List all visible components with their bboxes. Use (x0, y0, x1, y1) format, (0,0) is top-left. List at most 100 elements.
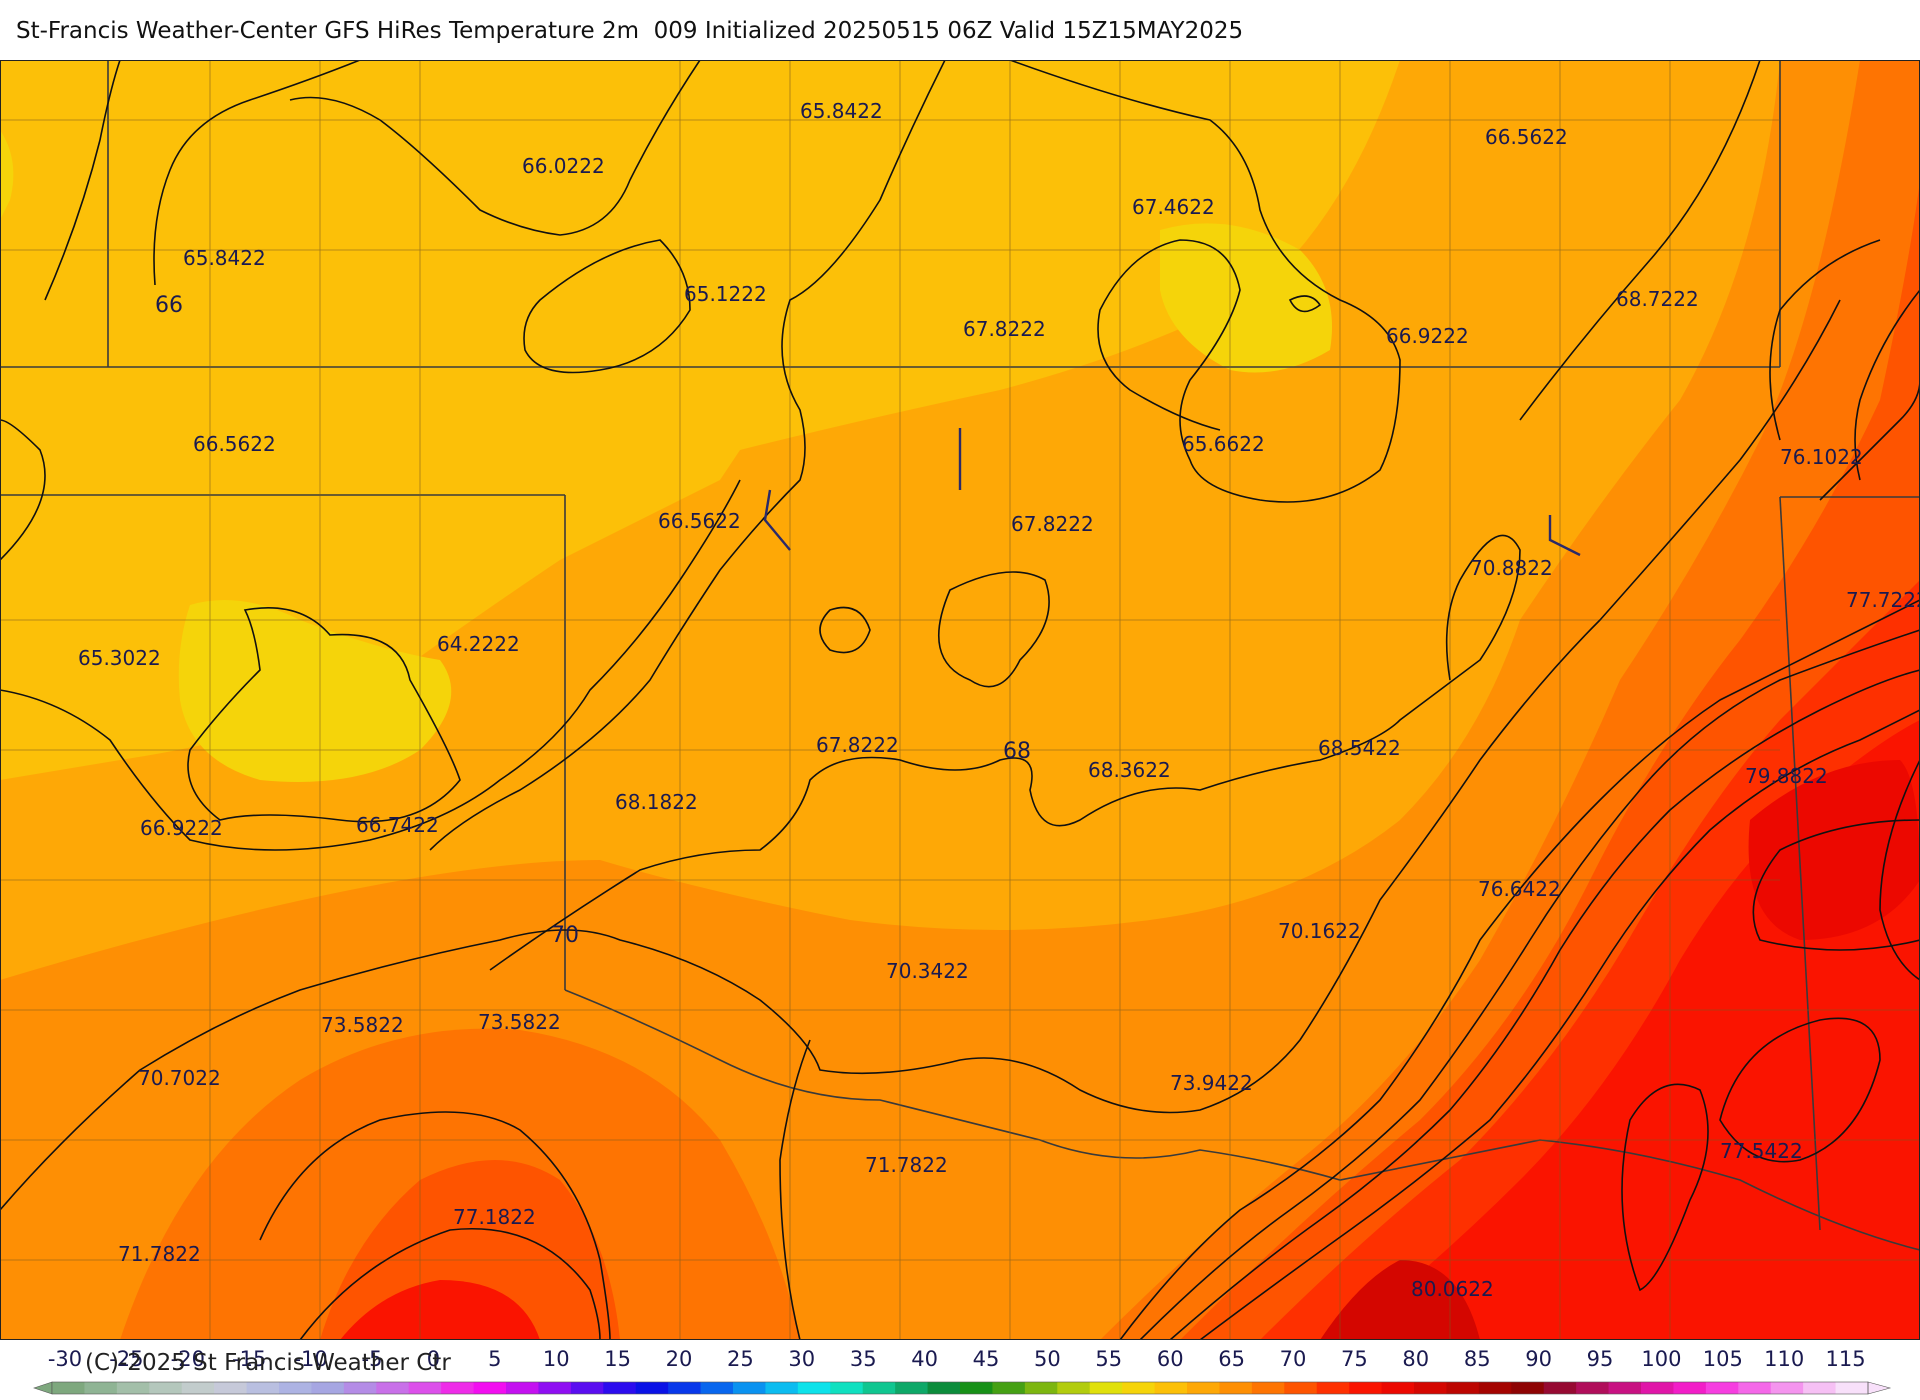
point-label: 70.1622 (1278, 919, 1361, 943)
point-label: 70.3422 (886, 959, 969, 983)
point-label: 65.3022 (78, 646, 161, 670)
point-label: 80.0622 (1411, 1277, 1494, 1301)
point-value-labels: 65.8422 66.5622 66.0222 67.4622 65.8422 … (78, 99, 1920, 1301)
point-label: 66.0222 (522, 154, 605, 178)
shade-lower-55c (0, 130, 14, 220)
colorbar-swatch (1251, 1382, 1285, 1394)
copyright-text: (C)-2025 St Francis Weather Ctr (85, 1350, 451, 1376)
colorbar-swatch (311, 1382, 345, 1394)
colorbar-swatch (1024, 1382, 1058, 1394)
colorbar-outline (51, 1381, 1869, 1395)
colorbar-swatch (246, 1382, 280, 1394)
point-label: 68.5422 (1318, 736, 1401, 760)
colorbar-tick-label: 20 (666, 1347, 693, 1371)
isotherm-contours (0, 60, 1920, 1340)
colorbar-swatch (1122, 1382, 1156, 1394)
point-label: 66.9222 (1386, 324, 1469, 348)
colorbar-swatch (116, 1382, 150, 1394)
colorbar-tick-label: 0 (427, 1347, 440, 1371)
colorbar-tick-label: 75 (1341, 1347, 1368, 1371)
colorbar-swatch (506, 1382, 539, 1394)
point-label: 67.8222 (1011, 512, 1094, 536)
point-label: 77.5422 (1720, 1139, 1803, 1163)
colorbar-swatch (1511, 1382, 1545, 1394)
colorbar-swatch (1446, 1382, 1480, 1394)
colorbar-swatch (181, 1382, 215, 1394)
colorbar-swatch (1316, 1382, 1350, 1394)
colorbar-tick-label: 115 (1826, 1347, 1866, 1371)
colorbar-swatch (1576, 1382, 1610, 1394)
contour-label: 70 (551, 923, 579, 948)
colorbar-swatch (895, 1382, 929, 1394)
colorbar-swatch (279, 1382, 312, 1394)
colorbar-swatch (1478, 1382, 1512, 1394)
point-label: 65.1222 (684, 282, 767, 306)
point-label: 76.1022 (1780, 445, 1863, 469)
colorbar-tick-label: 45 (973, 1347, 1000, 1371)
colorbar-tick-label: 35 (850, 1347, 877, 1371)
point-label: 66.9222 (140, 816, 223, 840)
colorbar-swatch (1187, 1382, 1220, 1394)
colorbar-tick-label: -30 (48, 1347, 82, 1371)
colorbar-swatch (1835, 1382, 1869, 1394)
contour-label: 68 (1003, 739, 1031, 764)
colorbar-swatch (797, 1382, 831, 1394)
colorbar-swatch (408, 1382, 442, 1394)
point-label: 73.5822 (321, 1013, 404, 1037)
colorbar-tick-label: 70 (1280, 1347, 1307, 1371)
point-label: 65.8422 (183, 246, 266, 270)
point-label: 73.9422 (1170, 1071, 1253, 1095)
colorbar-swatch (927, 1382, 961, 1394)
point-label: 77.7222 (1846, 588, 1920, 612)
colorbar-swatch (635, 1382, 669, 1394)
colorbar-swatch (84, 1382, 118, 1394)
colorbar-swatch (700, 1382, 734, 1394)
colorbar-swatch (52, 1382, 85, 1394)
colorbar-swatch (1770, 1382, 1804, 1394)
point-label: 64.2222 (437, 632, 520, 656)
colorbar-swatch (473, 1382, 507, 1394)
colorbar-swatch (1349, 1382, 1383, 1394)
colorbar-swatch (1089, 1382, 1123, 1394)
county-lines (0, 60, 1920, 1340)
colorbar-swatch (1543, 1382, 1577, 1394)
point-label: 67.4622 (1132, 195, 1215, 219)
colorbar-swatch (149, 1382, 183, 1394)
colorbar-tick-label: 55 (1095, 1347, 1122, 1371)
contour-label: 66 (155, 293, 183, 318)
colorbar-swatch (1284, 1382, 1318, 1394)
colorbar-tick-label: -5 (362, 1347, 383, 1371)
shade-85-southwest (340, 1280, 540, 1340)
colorbar-swatch (1608, 1382, 1642, 1394)
point-label: 76.6422 (1478, 877, 1561, 901)
point-label: 70.8822 (1470, 556, 1553, 580)
colorbar-swatch (960, 1382, 993, 1394)
colorbar-tick-label: 65 (1218, 1347, 1245, 1371)
colorbar-swatch (1673, 1382, 1707, 1394)
colorbar-max-arrow (1867, 1381, 1892, 1395)
point-label: 68.1822 (615, 790, 698, 814)
colorbar-min-arrow (33, 1381, 53, 1395)
colorbar-swatch (441, 1382, 475, 1394)
colorbar-tick-label: -15 (232, 1347, 266, 1371)
colorbar-swatch (862, 1382, 896, 1394)
wind-barbs (763, 428, 1581, 557)
point-label: 77.1822 (453, 1205, 536, 1229)
colorbar-tick-label: 90 (1525, 1347, 1552, 1371)
shade-95-pocket (1748, 760, 1920, 940)
point-label: 66.5622 (658, 509, 741, 533)
point-label: 66.7422 (356, 813, 439, 837)
shade-65-band (0, 60, 1400, 780)
temperature-map: 65.8422 66.5622 66.0222 67.4622 65.8422 … (0, 60, 1920, 1340)
colorbar-tick-label: 95 (1587, 1347, 1614, 1371)
colorbar-swatch (376, 1382, 410, 1394)
colorbar-tick-label: 105 (1703, 1347, 1743, 1371)
colorbar-tick-label: -25 (109, 1347, 143, 1371)
colorbar-swatch (765, 1382, 799, 1394)
point-label: 79.8822 (1745, 764, 1828, 788)
colorbar-swatch (668, 1382, 702, 1394)
colorbar-tick-label: 30 (788, 1347, 815, 1371)
colorbar-swatch (1803, 1382, 1837, 1394)
colorbar-swatch (603, 1382, 637, 1394)
colorbar-swatch (733, 1382, 766, 1394)
